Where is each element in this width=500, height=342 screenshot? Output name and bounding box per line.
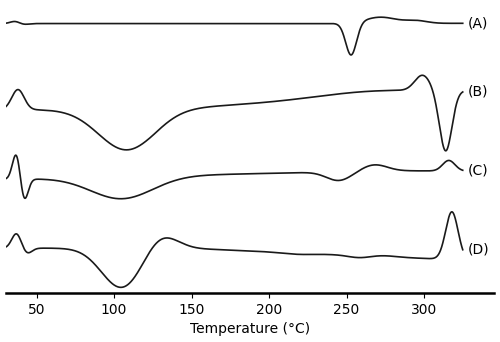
Text: (D): (D) bbox=[468, 243, 489, 257]
X-axis label: Temperature (°C): Temperature (°C) bbox=[190, 323, 310, 337]
Text: (C): (C) bbox=[468, 163, 488, 177]
Text: (A): (A) bbox=[468, 16, 488, 30]
Text: (B): (B) bbox=[468, 85, 488, 99]
